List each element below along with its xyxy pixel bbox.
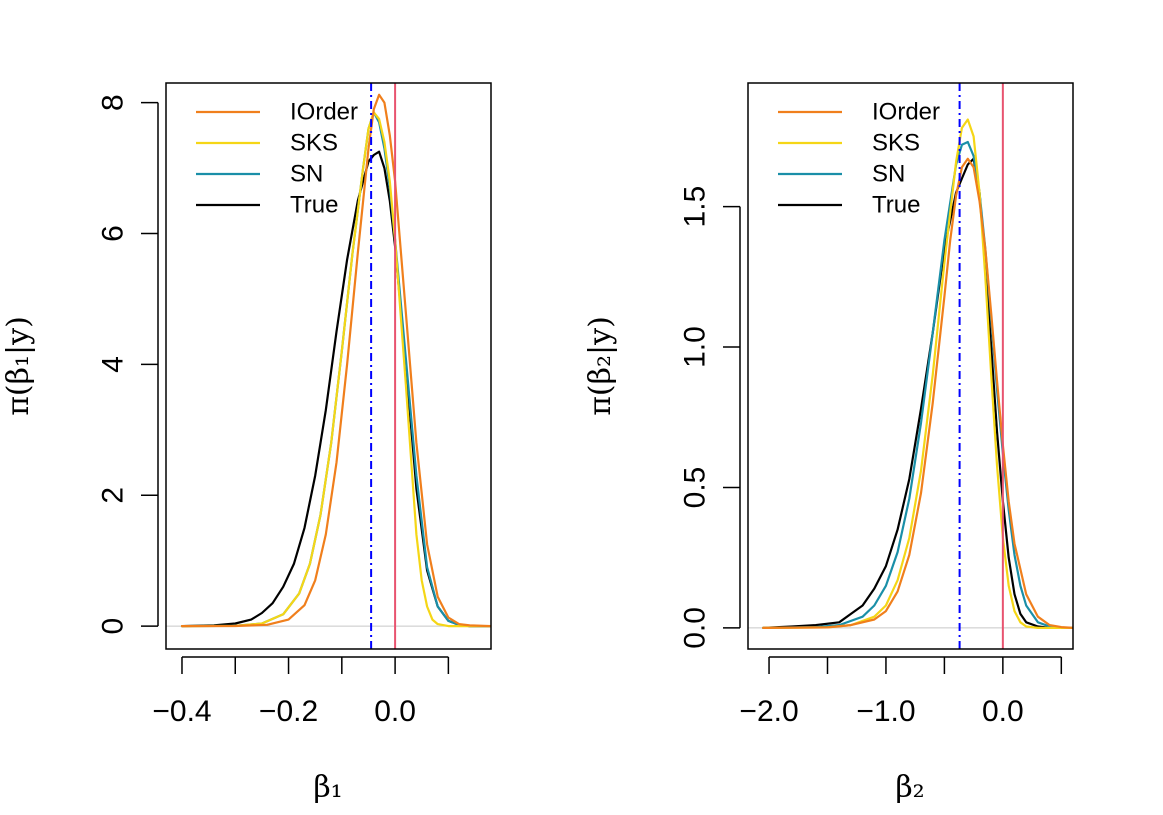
y-axis: 0.0 0.5 1.0 1.5 <box>679 186 741 649</box>
x-axis: −2.0 −1.0 0.0 <box>739 656 1063 728</box>
legend-label-iorder: IOrder <box>290 99 358 126</box>
series-line-iorder <box>180 93 491 628</box>
x-tick-label: −1.0 <box>856 695 915 728</box>
legend-label-sn: SN <box>872 161 905 188</box>
y-tick-label: 8 <box>97 94 130 111</box>
legend: IOrder SKS SN True <box>778 99 940 219</box>
legend-label-true: True <box>290 192 338 219</box>
series-line-sn <box>762 140 1073 630</box>
legend: IOrder SKS SN True <box>196 99 358 219</box>
chart-panel-beta1: −0.4 −0.2 0.0 0 2 4 6 8 IOrder SKS SN True β₁ π(β… <box>1 82 492 805</box>
series-line-iorder <box>762 157 1073 630</box>
x-tick-label: 0.0 <box>374 695 416 728</box>
y-tick-label: 1.5 <box>679 186 712 228</box>
x-axis-label: β₁ <box>313 770 342 805</box>
x-axis: −0.4 −0.2 0.0 <box>152 656 450 728</box>
y-tick-label: 0 <box>97 618 130 635</box>
x-axis-label: β₂ <box>895 770 924 805</box>
legend-label-sn: SN <box>290 161 323 188</box>
legend-label-sks: SKS <box>290 130 338 157</box>
series-line-sn <box>180 111 491 628</box>
x-tick-label: 0.0 <box>982 695 1024 728</box>
plot-frame <box>165 82 492 650</box>
y-tick-label: 0.5 <box>679 467 712 509</box>
y-axis: 0 2 4 6 8 <box>97 94 159 634</box>
x-tick-label: −2.0 <box>739 695 798 728</box>
legend-label-sks: SKS <box>872 130 920 157</box>
y-axis-label: π(β₂|y) <box>583 316 618 416</box>
series-line-sks <box>180 111 491 628</box>
series-line-sks <box>762 118 1073 630</box>
y-tick-label: 6 <box>97 225 130 242</box>
y-tick-label: 2 <box>97 487 130 504</box>
x-tick-label: −0.2 <box>259 695 318 728</box>
legend-label-iorder: IOrder <box>872 99 940 126</box>
x-tick-label: −0.4 <box>152 695 211 728</box>
y-tick-label: 1.0 <box>679 326 712 368</box>
plot-frame <box>747 82 1074 650</box>
y-tick-label: 4 <box>97 356 130 373</box>
y-axis-label: π(β₁|y) <box>1 316 36 416</box>
chart-panel-beta2: −2.0 −1.0 0.0 0.0 0.5 1.0 1.5 IOrder SKS SN True… <box>583 82 1074 805</box>
legend-label-true: True <box>872 192 920 219</box>
y-tick-label: 0.0 <box>679 607 712 649</box>
